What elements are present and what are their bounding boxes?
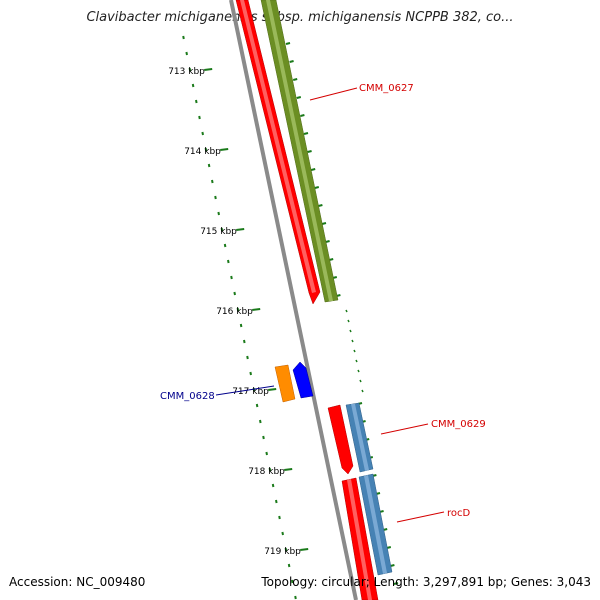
- backbone-line: [229, 0, 358, 600]
- gene-cds-red-long-highlight: [240, 0, 316, 293]
- rocd-leader: [396, 511, 445, 523]
- major-tick-mark: [204, 68, 213, 71]
- minor-tick-dot: [185, 51, 188, 56]
- map-title: Clavibacter michiganensis subsp. michiga…: [86, 10, 514, 25]
- minor-tick-dot: [217, 211, 220, 216]
- outer-tick-dot: [351, 339, 354, 343]
- minor-tick-dot: [294, 595, 297, 600]
- minor-tick-dot: [275, 499, 278, 504]
- outer-tick-dash: [390, 564, 395, 567]
- gene-cmm-0628[interactable]: [292, 361, 314, 399]
- gene-rocd-highlight: [364, 475, 387, 574]
- minor-tick-dot: [249, 371, 252, 376]
- minor-tick-dot: [233, 291, 236, 296]
- minor-tick-dot: [265, 451, 268, 456]
- tick-label: 719 kbp: [264, 547, 301, 557]
- tick-label: 713 kbp: [168, 67, 205, 77]
- tick-label: 714 kbp: [184, 147, 221, 157]
- major-tick-mark: [300, 548, 309, 551]
- major-tick-mark: [252, 308, 261, 311]
- minor-tick-dot: [220, 227, 224, 232]
- minor-tick-dot: [281, 531, 284, 536]
- outer-tick-dot: [357, 369, 360, 373]
- minor-tick-dot: [227, 259, 230, 264]
- outer-tick-dash: [296, 96, 302, 99]
- label-cmm-0629[interactable]: CMM_0629: [431, 419, 486, 430]
- minor-tick-dot: [284, 547, 288, 552]
- outer-tick-dash: [303, 132, 309, 135]
- major-tick-mark: [220, 148, 229, 151]
- label-cmm-0627[interactable]: CMM_0627: [359, 83, 414, 94]
- outer-tick-dash: [285, 42, 291, 45]
- label-rocd[interactable]: rocD: [447, 508, 471, 519]
- tick-marks: 713 kbp 714 kbp 715 kbp 716 kbp 717 kbp 718 k…: [168, 67, 309, 557]
- outer-tick-dot: [353, 349, 356, 353]
- gene-cmm-0627-highlight: [266, 0, 333, 301]
- minor-tick-dot: [201, 131, 204, 136]
- gene-cmm-0629-highlight: [351, 404, 369, 471]
- major-tick-mark: [268, 388, 277, 391]
- gene-cds-red-lower-highlight: [347, 479, 372, 600]
- label-cmm-0628[interactable]: CMM_0628: [160, 391, 215, 402]
- outer-tick-dot: [355, 359, 358, 363]
- cmm-0628-leader: [215, 385, 275, 396]
- minor-tick-dot: [291, 579, 294, 584]
- cmm-0629-leader: [380, 423, 429, 435]
- outer-tick-dash: [318, 204, 323, 207]
- outer-tick-dash: [314, 186, 320, 189]
- tick-label: 716 kbp: [216, 307, 253, 317]
- minor-tick-dot: [214, 195, 217, 200]
- outer-tick-dot: [349, 329, 352, 333]
- gene-cds-red-mid[interactable]: [327, 404, 354, 475]
- minor-tick-dot: [223, 243, 227, 248]
- minor-tick-dot: [278, 515, 281, 520]
- minor-tick-dot: [239, 323, 243, 328]
- minor-tick-dot: [195, 99, 198, 104]
- outer-tick-dash: [307, 150, 312, 153]
- minor-tick-dot: [246, 355, 249, 360]
- outer-tick-track: [285, 42, 399, 585]
- minor-tick-dot: [271, 483, 275, 488]
- outer-tick-dot: [359, 379, 362, 383]
- outer-tick-dot: [347, 319, 350, 323]
- minor-tick-dot: [182, 35, 185, 40]
- minor-tick-dot: [262, 435, 265, 440]
- gene-orange-feature[interactable]: [274, 364, 296, 403]
- tick-dot-track: [182, 35, 297, 600]
- outer-tick-dash: [289, 60, 294, 63]
- outer-tick-dash: [300, 114, 305, 117]
- tick-label: 717 kbp: [232, 387, 269, 397]
- minor-tick-dot: [255, 403, 259, 408]
- tick-label: 718 kbp: [248, 467, 285, 477]
- footer-accession: Accession: NC_009480: [9, 575, 146, 589]
- outer-tick-dash: [325, 240, 330, 243]
- footer-stats: Topology: circular; Length: 3,297,891 bp…: [261, 575, 591, 589]
- outer-tick-dash: [310, 168, 316, 171]
- minor-tick-dot: [268, 467, 272, 472]
- minor-tick-dot: [243, 339, 246, 344]
- minor-tick-dot: [211, 179, 214, 184]
- cmm-0627-leader: [309, 87, 358, 101]
- major-tick-mark: [236, 228, 245, 231]
- minor-tick-dot: [259, 419, 262, 424]
- outer-tick-dot: [345, 309, 348, 313]
- minor-tick-dot: [198, 115, 201, 120]
- minor-tick-dot: [230, 275, 233, 280]
- outer-tick-dot: [361, 389, 364, 393]
- minor-tick-dot: [236, 307, 240, 312]
- minor-tick-dot: [204, 147, 208, 152]
- outer-tick-dash: [393, 582, 399, 585]
- minor-tick-dot: [287, 563, 291, 568]
- tick-label: 715 kbp: [200, 227, 237, 237]
- minor-tick-dot: [207, 163, 211, 168]
- minor-tick-dot: [188, 67, 192, 72]
- minor-tick-dot: [191, 83, 195, 88]
- outer-tick-dash: [321, 222, 327, 225]
- major-tick-mark: [284, 468, 293, 471]
- outer-tick-dash: [292, 78, 298, 81]
